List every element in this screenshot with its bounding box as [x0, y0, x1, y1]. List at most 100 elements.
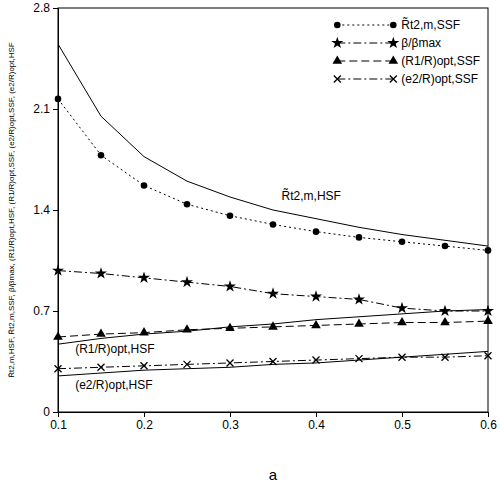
series-marker: [52, 264, 64, 275]
series-marker: [224, 280, 236, 291]
series-marker: [270, 221, 277, 228]
y-tick-label: 0: [43, 405, 50, 419]
series-marker: [483, 316, 493, 324]
x-axis-line: [59, 413, 489, 418]
legend-marker: [333, 55, 343, 63]
x-tick-label: 0.5: [394, 418, 411, 432]
series-marker: [311, 320, 321, 328]
legend-marker: [334, 22, 341, 29]
series-marker: [95, 267, 107, 278]
legend-line: [337, 43, 393, 44]
series-marker: [184, 201, 191, 208]
x-axis: 0.10.20.30.40.50.6: [50, 412, 497, 432]
series-marker: [270, 358, 277, 365]
x-tick-label: 0.4: [308, 418, 325, 432]
y-tick-mark: [53, 210, 58, 211]
x-tick-label: 0.1: [50, 418, 67, 432]
legend-marker: [389, 55, 399, 63]
series-marker: [396, 302, 408, 313]
x-tick: 0.4: [308, 412, 325, 432]
series-marker: [440, 317, 450, 325]
y-tick: 1.4: [33, 203, 58, 217]
series-marker: [96, 329, 106, 337]
series-marker: [182, 324, 192, 332]
annotations: R̃t2,m,HSF (R1/R)opt,HSF (e2/R)opt,HSF: [75, 188, 341, 392]
legend: R̃t2,m,SSF β/βmax (R1/R)opt,SSF (e2/R)opt,S…: [331, 17, 480, 86]
series-marker: [354, 318, 364, 326]
legend-line: [337, 79, 393, 80]
y-tick-label: 2.8: [33, 1, 50, 15]
x-tick-mark: [402, 412, 403, 417]
x-tick: 0.6: [480, 412, 497, 432]
series-marker: [141, 182, 148, 189]
annotation: (e2/R)opt,HSF: [75, 378, 152, 392]
series-markers: [52, 96, 494, 373]
series-marker: [225, 323, 235, 331]
y-tick: 2.1: [33, 102, 58, 116]
legend-marker: [334, 76, 341, 83]
series-marker: [98, 364, 105, 371]
series-line: [58, 271, 488, 311]
annotation: R̃t2,m,HSF: [282, 188, 341, 203]
series-marker: [397, 317, 407, 325]
x-tick-label: 0.3: [222, 418, 239, 432]
x-tick-mark: [230, 412, 231, 417]
series-marker: [139, 327, 149, 335]
legend-marker: [390, 76, 397, 83]
legend-label: (R1/R)opt,SSF: [401, 54, 480, 68]
legend-label: (e2/R)opt,SSF: [401, 72, 478, 86]
series-marker: [356, 355, 363, 362]
y-axis-line: [53, 9, 59, 413]
x-tick: 0.5: [394, 412, 411, 432]
series-marker: [310, 290, 322, 301]
series-marker: [439, 305, 451, 316]
x-tick-mark: [488, 412, 489, 417]
series-marker: [353, 293, 365, 304]
series-lines: [58, 44, 488, 376]
series-marker: [184, 361, 191, 368]
series-line: [58, 44, 488, 246]
x-tick: 0.3: [222, 412, 239, 432]
series-marker: [442, 243, 449, 250]
annotation: (R1/R)opt,HSF: [75, 342, 154, 356]
legend-label: β/βmax: [401, 36, 441, 50]
series-line: [58, 310, 488, 345]
series-marker: [55, 365, 62, 372]
x-tick: 0.1: [50, 412, 67, 432]
y-tick-mark: [53, 412, 58, 413]
series-line: [58, 99, 488, 251]
y-axis-title: R̃t2,m,HSF, R̃t2,m,SSF, β/βmax, (R1/R)op…: [7, 42, 16, 378]
x-axis-title: a: [269, 466, 278, 483]
series-marker: [442, 354, 449, 361]
series-marker: [356, 234, 363, 241]
series-marker: [53, 331, 63, 339]
legend-line: [337, 25, 393, 26]
chart: 0.10.20.30.40.50.600.71.42.12.8aR̃t2,m,H…: [0, 0, 500, 498]
series-marker: [267, 287, 279, 298]
y-tick-mark: [53, 8, 58, 9]
x-tick-label: 0.6: [480, 418, 497, 432]
series-marker: [227, 359, 234, 366]
series-marker: [482, 305, 494, 316]
series-marker: [485, 352, 492, 359]
legend-marker: [387, 37, 399, 48]
series-marker: [399, 354, 406, 361]
series-marker: [55, 96, 62, 103]
y-tick-mark: [53, 109, 58, 110]
legend-line: [337, 61, 393, 62]
legend-marker: [390, 22, 397, 29]
y-tick: 0.7: [33, 304, 58, 318]
plot-frame: [58, 8, 488, 412]
y-tick-label: 1.4: [33, 203, 50, 217]
x-tick-mark: [144, 412, 145, 417]
y-tick: 2.8: [33, 1, 58, 15]
series-marker: [313, 228, 320, 235]
legend-marker: [331, 37, 343, 48]
legend-label: R̃t2,m,SSF: [401, 17, 460, 32]
series-marker: [181, 276, 193, 287]
series-marker: [399, 238, 406, 245]
y-tick: 0: [43, 405, 58, 419]
y-axis: 0 0.7 1.4 2.1 2.8: [33, 1, 58, 419]
x-tick-mark: [316, 412, 317, 417]
y-tick-mark: [53, 311, 58, 312]
